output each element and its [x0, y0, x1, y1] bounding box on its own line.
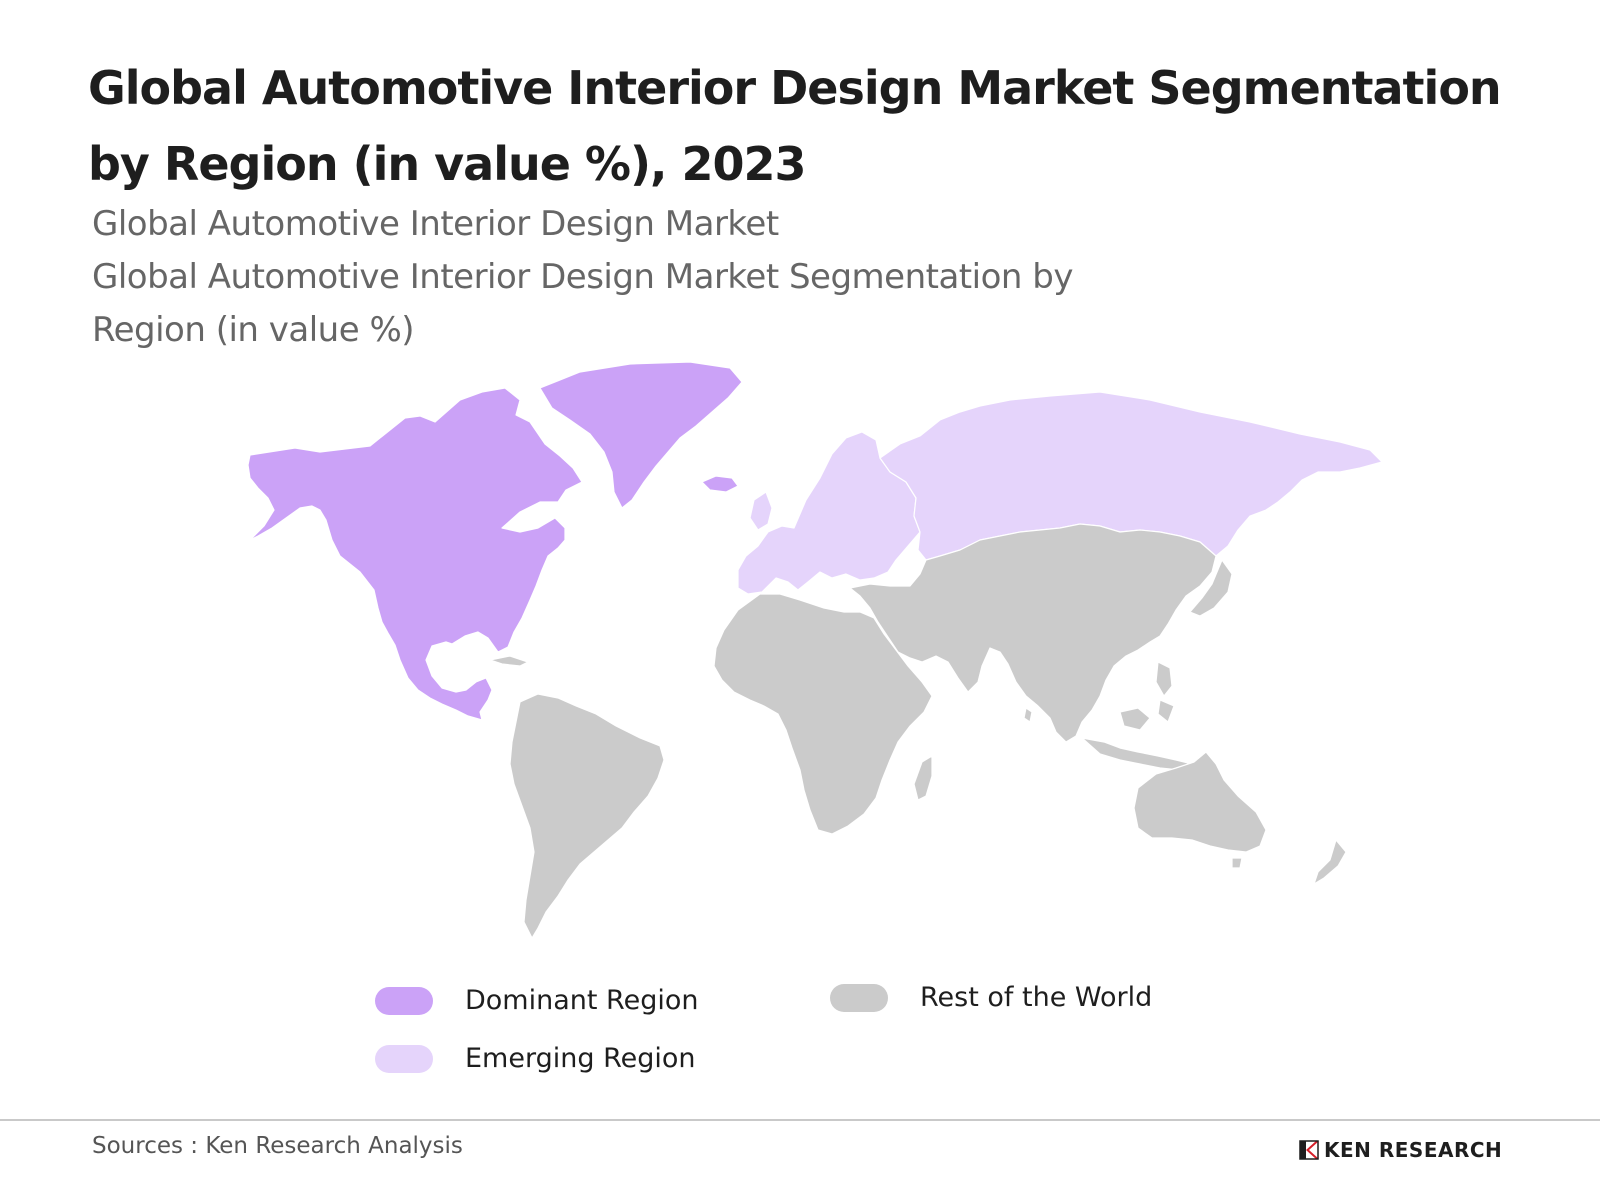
legend-item-dominant: Dominant Region: [375, 985, 698, 1016]
region-caribbean: [489, 655, 529, 667]
ken-research-logo-icon: [1299, 1140, 1319, 1160]
region-philippines: [1155, 661, 1173, 697]
legend-label-dominant: Dominant Region: [465, 985, 699, 1016]
region-asia: [849, 523, 1217, 743]
subtitle-line-2: Global Automotive Interior Design Market…: [92, 257, 1073, 297]
subtitle-line-3: Region (in value %): [92, 310, 415, 350]
legend-label-rest: Rest of the World: [920, 982, 1153, 1013]
region-africa: [713, 593, 933, 835]
region-japan: [1189, 559, 1233, 617]
region-south-america: [509, 693, 665, 939]
region-madagascar: [913, 755, 933, 801]
legend-item-rest: Rest of the World: [830, 982, 1152, 1013]
legend-swatch-rest: [830, 983, 888, 1012]
footer-divider: [0, 1119, 1600, 1121]
world-map: [247, 361, 1383, 939]
subtitle-line-1: Global Automotive Interior Design Market: [92, 204, 779, 244]
brand-name: KEN RESEARCH: [1324, 1138, 1503, 1162]
brand-logo: KEN RESEARCH: [1298, 1138, 1502, 1162]
region-sri-lanka: [1023, 707, 1033, 723]
legend-swatch-emerging: [375, 1044, 433, 1073]
region-australia: [1133, 751, 1267, 853]
source-note: Sources : Ken Research Analysis: [92, 1133, 463, 1159]
region-greenland: [539, 361, 743, 509]
region-north-america: [247, 387, 583, 721]
legend-swatch-dominant: [375, 986, 433, 1015]
chart-title: Global Automotive Interior Design Market…: [88, 61, 1502, 191]
region-europe: [737, 431, 921, 595]
legend-item-emerging: Emerging Region: [375, 1043, 696, 1074]
legend-label-emerging: Emerging Region: [465, 1043, 696, 1074]
region-indonesia: [1081, 699, 1193, 771]
region-uk: [749, 491, 773, 531]
region-tasmania: [1231, 857, 1243, 869]
region-new-zealand: [1313, 839, 1347, 885]
region-iceland: [701, 475, 739, 493]
